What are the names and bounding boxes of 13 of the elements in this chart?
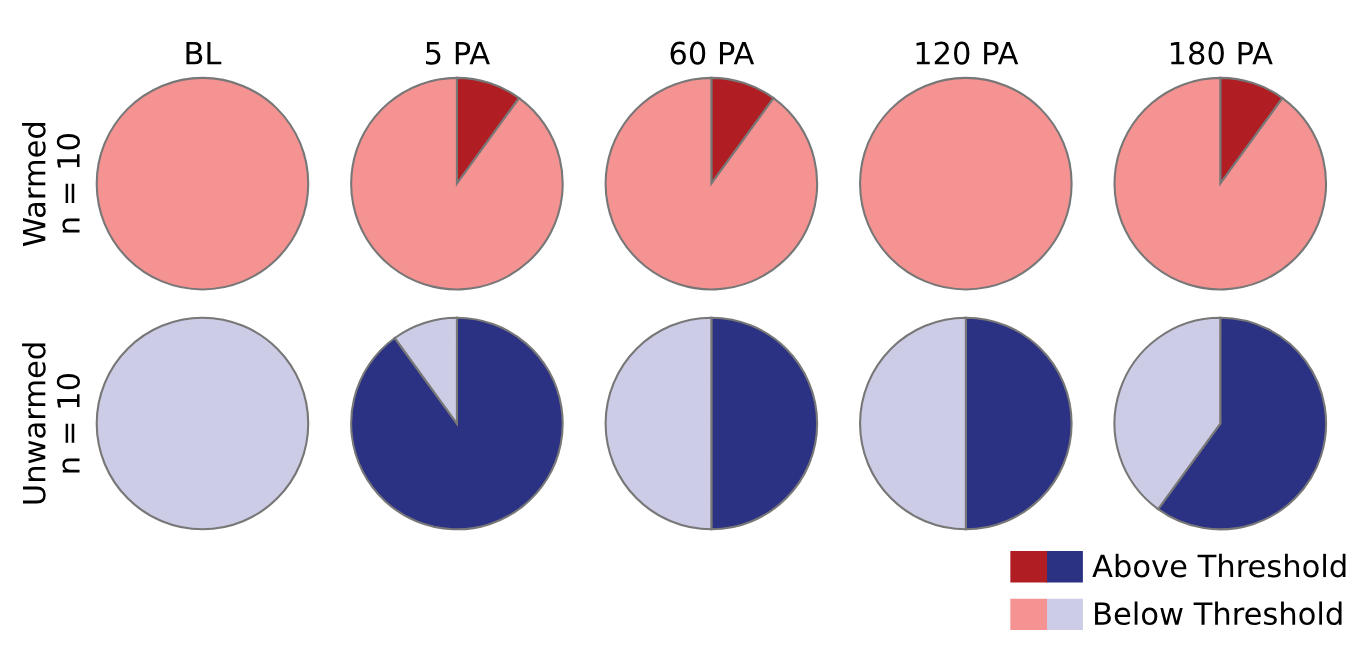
pie-slice: [350, 316, 564, 531]
chart-title: 60 PA: [670, 41, 755, 65]
chart-title: 5 PA: [426, 41, 490, 65]
legend-label: Above Threshold: [1092, 553, 1346, 578]
pie-slice: [350, 76, 564, 291]
chart-title: BL: [186, 41, 222, 65]
text: Unwarmed n = 10: [22, 343, 80, 504]
chart-title: 180 PA: [1170, 41, 1273, 65]
chart-title: 120 PA: [916, 41, 1019, 65]
text: Warmed n = 10: [22, 122, 80, 247]
pie-slice: [604, 76, 819, 291]
legend-label: Below Threshold: [1095, 601, 1342, 626]
pie-slice: [1113, 76, 1328, 291]
